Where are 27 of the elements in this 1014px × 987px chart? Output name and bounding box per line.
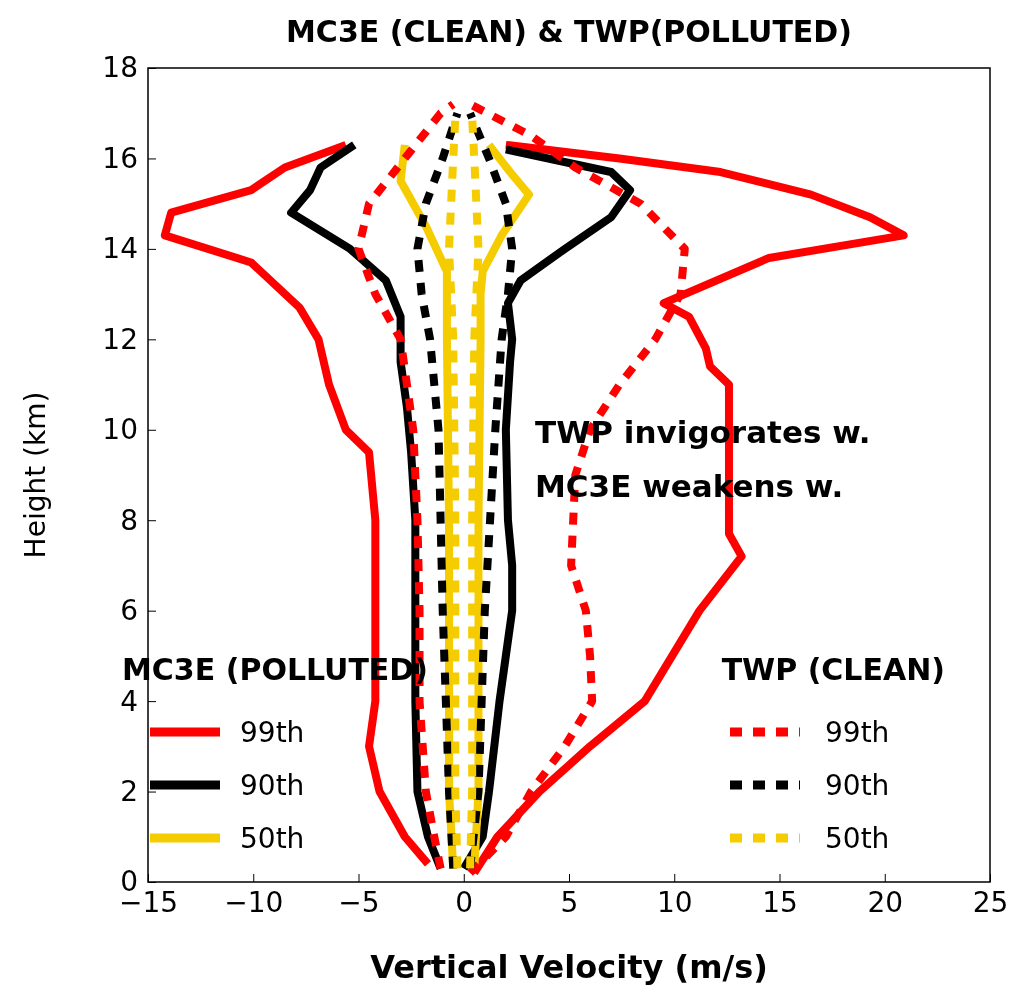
chart-title: MC3E (CLEAN) & TWP(POLLUTED) [286,14,852,49]
legend-label: 90th [825,769,890,802]
legend-label: 99th [825,716,890,749]
legend-label: 99th [240,716,305,749]
y-tick-label: 2 [120,775,138,809]
x-tick-label: 15 [762,885,798,919]
x-tick-label: −10 [224,885,284,919]
y-tick-label: 18 [102,51,138,85]
x-tick-label: 0 [455,885,474,919]
y-tick-label: 4 [120,684,138,718]
legend-label: 90th [240,769,305,802]
y-axis-title: Height (km) [19,391,52,559]
y-tick-label: 10 [102,413,138,447]
y-tick-label: 8 [120,503,138,537]
y-tick-label: 14 [102,232,138,266]
legend-label: 50th [240,822,305,855]
x-tick-label: 20 [867,885,904,919]
y-tick-label: 12 [102,322,138,356]
x-tick-label: 25 [972,885,1009,919]
y-tick-label: 6 [120,594,138,628]
y-tick-label: 16 [102,141,138,175]
x-axis-title: Vertical Velocity (m/s) [370,948,768,986]
x-tick-label: 5 [560,885,579,919]
x-tick-label: 10 [656,885,693,919]
legend-label: 50th [825,822,890,855]
x-tick-label: −5 [338,885,380,919]
annotation: TWP (CLEAN) [721,652,945,687]
